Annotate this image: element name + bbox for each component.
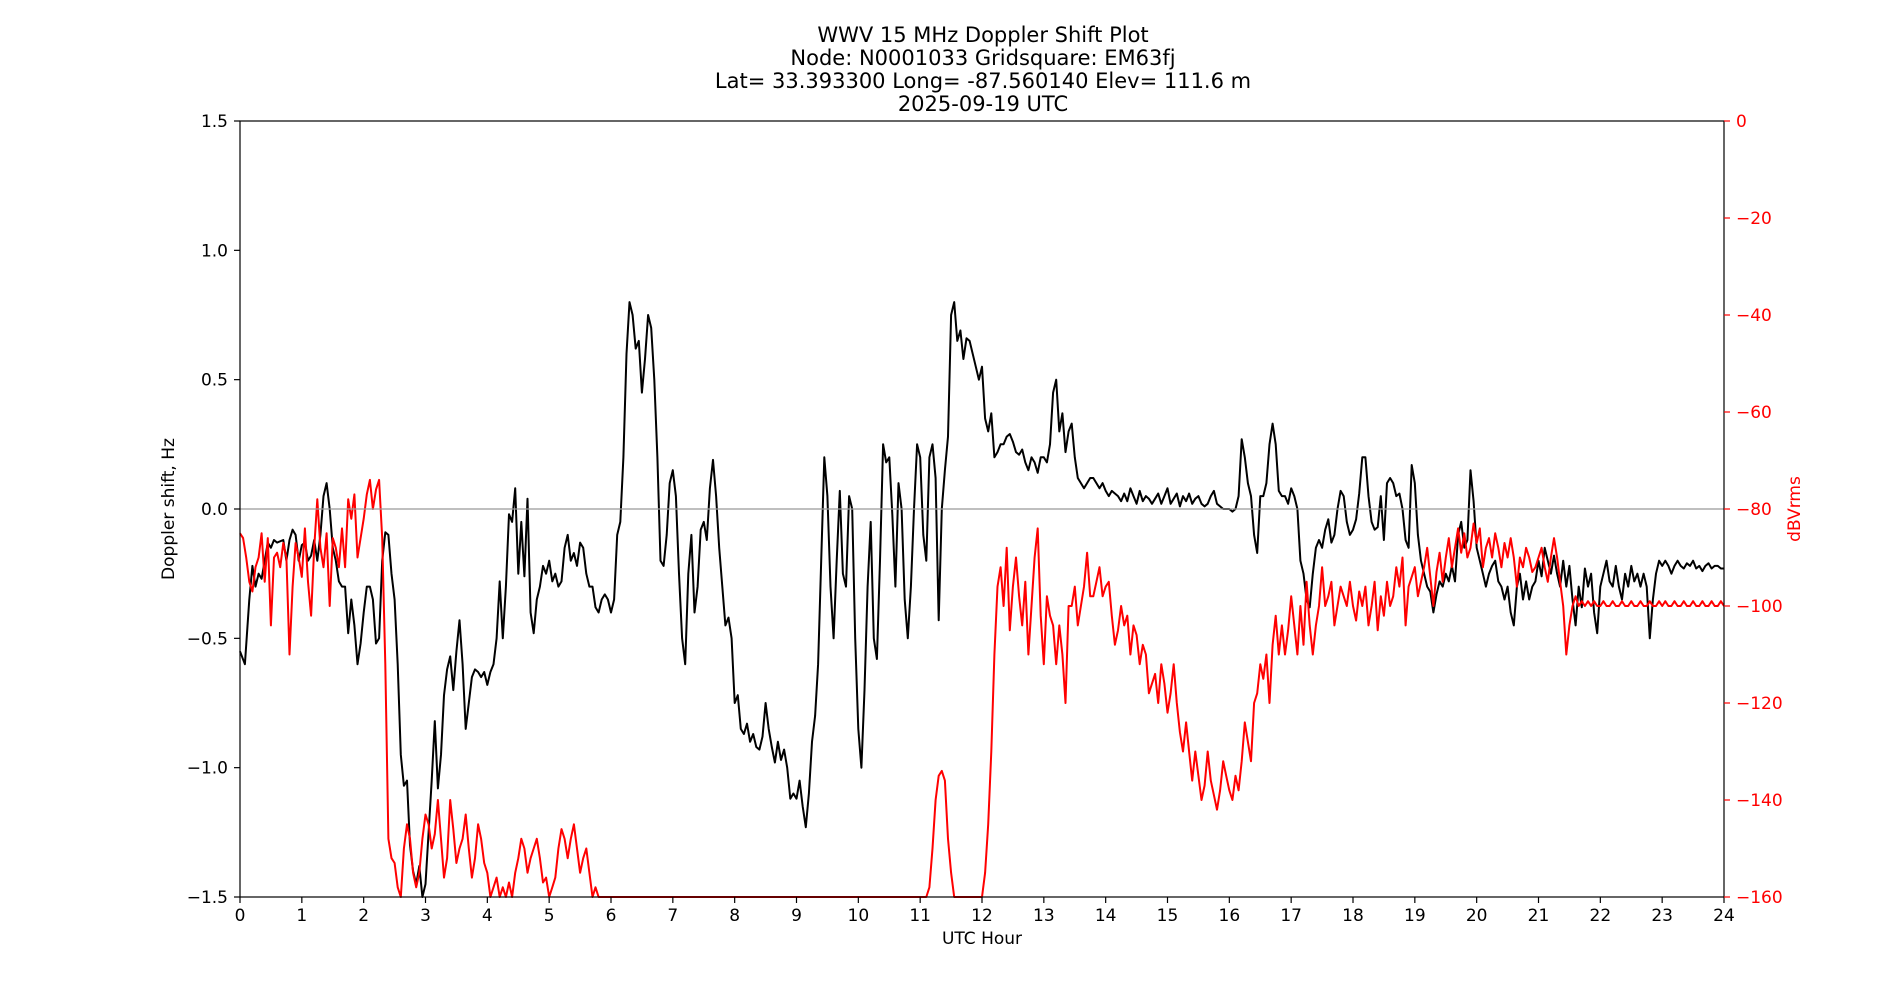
x-tick-label: 21	[1528, 906, 1550, 926]
right-y-tick-label: −160	[1736, 888, 1783, 908]
left-y-tick-label: 0.0	[201, 500, 228, 520]
left-y-tick-label: −1.5	[187, 888, 228, 908]
x-tick-label: 6	[606, 906, 617, 926]
left-y-tick-label: 1.5	[201, 112, 228, 132]
right-y-tick-label: −60	[1736, 403, 1772, 423]
x-tick-label: 16	[1219, 906, 1241, 926]
left-y-tick-label: −0.5	[187, 629, 228, 649]
right-y-tick-label: −140	[1736, 791, 1783, 811]
x-tick-label: 22	[1590, 906, 1612, 926]
x-tick-label: 11	[909, 906, 931, 926]
x-axis-label: UTC Hour	[942, 929, 1022, 949]
x-tick-label: 0	[235, 906, 246, 926]
x-tick-label: 13	[1033, 906, 1055, 926]
right-y-tick-label: 0	[1736, 112, 1747, 132]
series-group	[239, 301, 1725, 898]
title-line-1: WWV 15 MHz Doppler Shift Plot	[817, 23, 1148, 47]
right-y-tick-label: −120	[1736, 694, 1783, 714]
power-series-line	[239, 478, 1725, 898]
x-tick-label: 20	[1466, 906, 1488, 926]
left-y-tick-label: 1.0	[201, 241, 228, 261]
x-tick-label: 3	[420, 906, 431, 926]
chart-title: WWV 15 MHz Doppler Shift Plot Node: N000…	[715, 23, 1251, 116]
x-tick-label: 24	[1713, 906, 1735, 926]
left-y-axis-label: Doppler shift, Hz	[159, 438, 179, 580]
right-y-tick-label: −80	[1736, 500, 1772, 520]
right-y-tick-label: −40	[1736, 306, 1772, 326]
x-tick-label: 14	[1095, 906, 1117, 926]
title-line-4: 2025-09-19 UTC	[898, 92, 1068, 116]
title-line-3: Lat= 33.393300 Long= -87.560140 Elev= 11…	[715, 69, 1251, 93]
x-tick-label: 4	[482, 906, 493, 926]
x-tick-label: 18	[1342, 906, 1364, 926]
right-y-tick-label: −20	[1736, 209, 1772, 229]
x-tick-label: 9	[791, 906, 802, 926]
x-tick-label: 7	[667, 906, 678, 926]
x-tick-label: 2	[358, 906, 369, 926]
doppler-series-line	[239, 301, 1724, 898]
left-y-axis: 1.5 1.0 0.5 0.0 −0.5 −1.0 −1.5	[187, 112, 240, 908]
x-tick-label: 19	[1404, 906, 1426, 926]
left-y-tick-label: −1.0	[187, 759, 228, 779]
right-y-tick-label: −100	[1736, 597, 1783, 617]
x-tick-label: 8	[729, 906, 740, 926]
title-line-2: Node: N0001033 Gridsquare: EM63fj	[790, 46, 1175, 70]
right-y-axis-label: dBVrms	[1785, 476, 1805, 542]
x-tick-label: 17	[1280, 906, 1302, 926]
x-tick-label: 1	[296, 906, 307, 926]
x-tick-label: 23	[1651, 906, 1673, 926]
x-axis: 0 1 2 3 4 5 6 7 8 9 10 11 12 13 14 15 16 17 18 19 20 21 22 23 24	[235, 897, 1735, 926]
left-y-tick-label: 0.5	[201, 371, 228, 391]
x-tick-label: 10	[848, 906, 870, 926]
x-tick-label: 12	[971, 906, 993, 926]
x-tick-label: 5	[544, 906, 555, 926]
x-tick-label: 15	[1157, 906, 1179, 926]
right-y-axis: 0 −20 −40 −60 −80 −100 −120 −140 −160	[1724, 112, 1783, 908]
